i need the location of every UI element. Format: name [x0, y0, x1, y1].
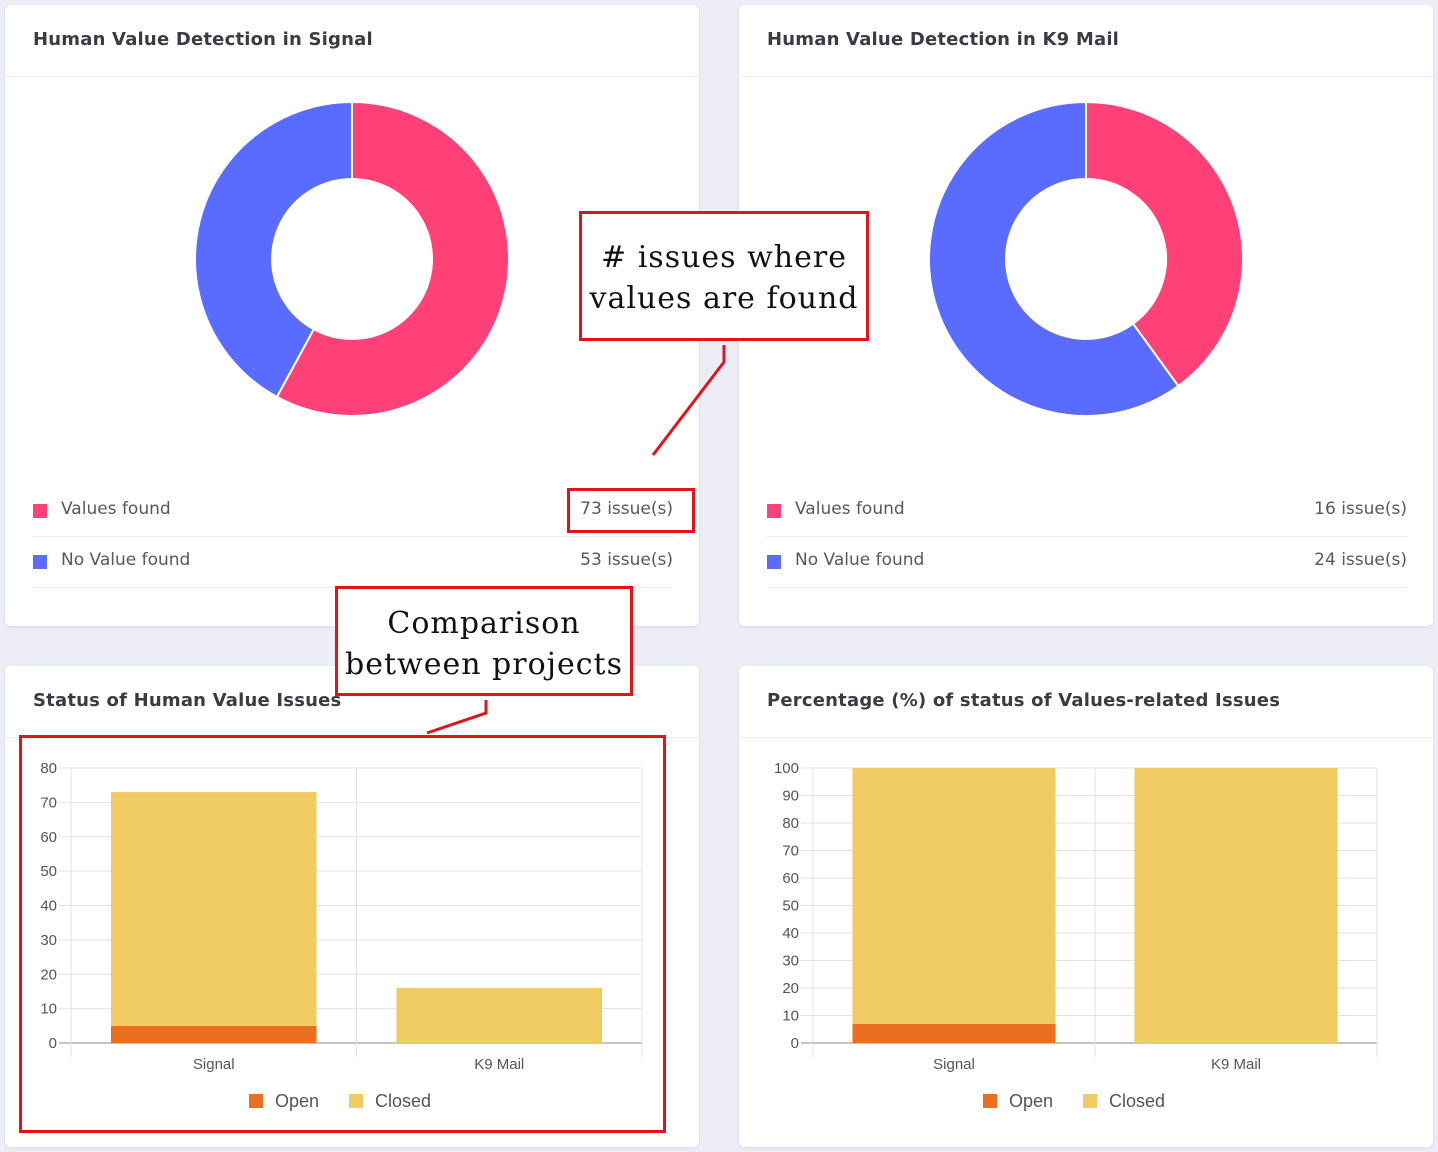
card-divider: [5, 76, 699, 77]
y-tick-label: 60: [40, 829, 57, 846]
status-bar-open-signal[interactable]: [110, 1025, 317, 1043]
card-divider: [739, 737, 1433, 738]
y-tick-label: 0: [49, 1035, 57, 1052]
y-tick-label: 30: [782, 953, 799, 970]
y-tick-label: 20: [40, 966, 57, 983]
legend-value: 24 issue(s): [1314, 550, 1407, 570]
signal-slice-values-found[interactable]: [275, 100, 510, 417]
annotation-line: # issues where: [601, 240, 847, 275]
annotation-line: values are found: [589, 281, 859, 316]
issues-found-annotation: # issues where values are found: [579, 211, 869, 341]
k9-slice-values-found[interactable]: [1085, 100, 1244, 388]
status-card-title: Status of Human Value Issues: [33, 690, 342, 711]
k9-card-title: Human Value Detection in K9 Mail: [767, 29, 1120, 50]
legend-value: 16 issue(s): [1314, 499, 1407, 519]
legend-label: No Value found: [795, 550, 925, 570]
legend-value: 53 issue(s): [580, 550, 673, 570]
no-value-found-swatch: [767, 555, 781, 569]
status-bar-closed-k9-mail[interactable]: [396, 988, 603, 1043]
y-tick-label: 40: [782, 925, 799, 942]
x-tick-label: Signal: [933, 1056, 975, 1073]
signal-card-title: Human Value Detection in Signal: [33, 29, 373, 50]
signal-slice-no-value-found[interactable]: [194, 100, 353, 399]
status-bar-closed-signal[interactable]: [110, 792, 317, 1026]
legend-label: No Value found: [61, 550, 191, 570]
y-tick-label: 80: [782, 815, 799, 832]
percent-card-title: Percentage (%) of status of Values-relat…: [767, 690, 1281, 711]
percent-bar-chart: 0 10 20 30 40 50 60 70 80 90 100 Signal K9 Mail Open C…: [774, 760, 1378, 1111]
comparison-highlight: [19, 735, 666, 1133]
k9-donut-chart: [928, 100, 1244, 417]
y-tick-label: 90: [782, 788, 799, 805]
legend-label: Values found: [61, 499, 171, 519]
legend-label-closed[interactable]: Closed: [375, 1091, 431, 1111]
k9-legend-values-found[interactable]: Values found 16 issue(s): [767, 486, 1407, 537]
x-tick-label: Signal: [193, 1056, 235, 1073]
percent-bar-closed-k9-mail[interactable]: [1134, 768, 1338, 1043]
legend-label-open[interactable]: Open: [275, 1091, 319, 1111]
x-tick-label: K9 Mail: [474, 1056, 524, 1073]
signal-donut-chart: [194, 100, 510, 417]
y-tick-label: 40: [40, 898, 57, 915]
no-value-found-swatch: [33, 555, 47, 569]
legend-label-closed[interactable]: Closed: [1109, 1091, 1165, 1111]
y-tick-label: 100: [774, 760, 799, 777]
k9-slice-no-value-found[interactable]: [928, 100, 1180, 417]
legend-value: 73 issue(s): [580, 499, 673, 519]
y-tick-label: 70: [40, 794, 57, 811]
k9-legend-no-value-found[interactable]: No Value found 24 issue(s): [767, 537, 1407, 588]
signal-legend-no-value-found[interactable]: No Value found 53 issue(s): [33, 537, 673, 588]
y-tick-label: 10: [40, 1001, 57, 1018]
annotation-line: Comparison: [387, 606, 581, 641]
percent-card: Percentage (%) of status of Values-relat…: [739, 666, 1433, 1147]
status-card: Status of Human Value Issues 0 10 20 30 40 50…: [5, 666, 699, 1147]
comparison-annotation: Comparison between projects: [335, 586, 633, 696]
percent-bar-closed-signal[interactable]: [852, 768, 1056, 1024]
values-found-swatch: [767, 504, 781, 518]
issue-count-highlight: [567, 488, 695, 533]
legend-swatch-open: [983, 1094, 997, 1108]
y-tick-label: 70: [782, 843, 799, 860]
card-divider: [739, 76, 1433, 77]
legend-label: Values found: [795, 499, 905, 519]
y-tick-label: 60: [782, 870, 799, 887]
percent-bar-open-signal[interactable]: [852, 1023, 1056, 1043]
status-bar-chart: 0 10 20 30 40 50 60 70 80 Signal K9 Mail Open Closed: [40, 760, 643, 1111]
y-tick-label: 10: [782, 1008, 799, 1025]
y-tick-label: 50: [782, 898, 799, 915]
annotation-line: between projects: [345, 647, 623, 682]
legend-swatch-closed: [1083, 1094, 1097, 1108]
signal-legend-values-found[interactable]: Values found 73 issue(s): [33, 486, 673, 537]
legend-swatch-open: [249, 1094, 263, 1108]
legend-label-open[interactable]: Open: [1009, 1091, 1053, 1111]
y-tick-label: 0: [791, 1035, 799, 1052]
y-tick-label: 30: [40, 932, 57, 949]
values-found-swatch: [33, 504, 47, 518]
y-tick-label: 50: [40, 863, 57, 880]
y-tick-label: 20: [782, 980, 799, 997]
y-tick-label: 80: [40, 760, 57, 777]
legend-swatch-closed: [349, 1094, 363, 1108]
x-tick-label: K9 Mail: [1211, 1056, 1261, 1073]
